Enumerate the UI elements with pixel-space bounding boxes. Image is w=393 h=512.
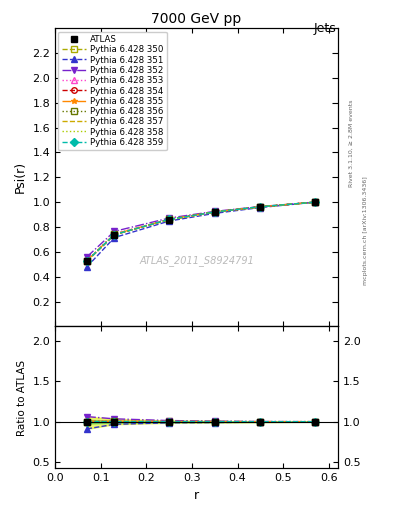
Line: Pythia 6.428 354: Pythia 6.428 354 [84,199,318,264]
Pythia 6.428 352 [167,215,171,221]
Pythia 6.428 351 [84,264,89,270]
Pythia 6.428 350 [212,209,217,215]
Pythia 6.428 353 [167,216,171,222]
Title: 7000 GeV pp: 7000 GeV pp [151,12,242,26]
Pythia 6.428 352 [212,208,217,215]
Legend: ATLAS, Pythia 6.428 350, Pythia 6.428 351, Pythia 6.428 352, Pythia 6.428 353, P: ATLAS, Pythia 6.428 350, Pythia 6.428 35… [59,32,167,151]
Pythia 6.428 353 [258,204,263,210]
Pythia 6.428 358 [258,204,263,210]
Line: Pythia 6.428 352: Pythia 6.428 352 [84,199,318,260]
Text: Jets: Jets [313,22,336,34]
Line: Pythia 6.428 359: Pythia 6.428 359 [84,199,318,264]
Text: ATLAS_2011_S8924791: ATLAS_2011_S8924791 [139,255,254,266]
Pythia 6.428 356 [313,199,318,205]
Line: Pythia 6.428 357: Pythia 6.428 357 [87,202,315,261]
Pythia 6.428 354 [167,217,171,223]
Pythia 6.428 359 [258,204,263,210]
Pythia 6.428 352 [112,228,117,234]
Pythia 6.428 357 [84,258,89,264]
Line: Pythia 6.428 351: Pythia 6.428 351 [84,199,318,269]
Pythia 6.428 356 [112,231,117,238]
Pythia 6.428 358 [167,217,171,223]
Pythia 6.428 350 [313,199,318,205]
Pythia 6.428 359 [313,199,318,205]
Pythia 6.428 353 [112,231,117,237]
Pythia 6.428 350 [167,216,171,222]
Pythia 6.428 351 [313,199,318,205]
Pythia 6.428 356 [167,217,171,223]
Pythia 6.428 357 [313,199,318,205]
Pythia 6.428 354 [84,258,89,264]
Pythia 6.428 351 [258,204,263,210]
Line: Pythia 6.428 358: Pythia 6.428 358 [87,202,315,261]
Pythia 6.428 355 [258,204,263,210]
Pythia 6.428 357 [112,231,117,238]
Pythia 6.428 358 [112,231,117,238]
Pythia 6.428 352 [313,199,318,205]
Pythia 6.428 355 [84,258,89,264]
Pythia 6.428 352 [258,203,263,209]
Pythia 6.428 355 [112,231,117,237]
Pythia 6.428 355 [167,216,171,222]
Y-axis label: Psi(r): Psi(r) [14,161,27,194]
Pythia 6.428 351 [212,210,217,217]
Text: mcplots.cern.ch [arXiv:1306.3436]: mcplots.cern.ch [arXiv:1306.3436] [363,176,368,285]
Pythia 6.428 357 [212,209,217,216]
Pythia 6.428 353 [313,199,318,205]
Pythia 6.428 359 [167,217,171,223]
Pythia 6.428 357 [167,217,171,223]
X-axis label: r: r [194,489,199,502]
Pythia 6.428 356 [258,204,263,210]
Pythia 6.428 350 [258,204,263,210]
Pythia 6.428 354 [212,209,217,215]
Pythia 6.428 350 [84,258,89,264]
Line: Pythia 6.428 355: Pythia 6.428 355 [84,199,318,263]
Pythia 6.428 359 [112,231,117,238]
Pythia 6.428 354 [258,204,263,210]
Pythia 6.428 354 [112,231,117,238]
Pythia 6.428 354 [313,199,318,205]
Pythia 6.428 356 [84,258,89,264]
Pythia 6.428 355 [313,199,318,205]
Pythia 6.428 358 [313,199,318,205]
Line: Pythia 6.428 353: Pythia 6.428 353 [84,199,318,263]
Pythia 6.428 359 [212,209,217,215]
Pythia 6.428 359 [84,258,89,264]
Pythia 6.428 353 [84,258,89,264]
Pythia 6.428 355 [212,209,217,215]
Pythia 6.428 357 [258,204,263,210]
Pythia 6.428 353 [212,209,217,215]
Line: Pythia 6.428 356: Pythia 6.428 356 [84,199,318,264]
Pythia 6.428 352 [84,254,89,260]
Line: Pythia 6.428 350: Pythia 6.428 350 [84,199,318,264]
Pythia 6.428 358 [212,209,217,215]
Pythia 6.428 351 [112,234,117,241]
Text: Rivet 3.1.10, ≥ 2.8M events: Rivet 3.1.10, ≥ 2.8M events [349,100,353,187]
Pythia 6.428 356 [212,209,217,215]
Pythia 6.428 351 [167,218,171,224]
Pythia 6.428 350 [112,231,117,238]
Pythia 6.428 358 [84,258,89,264]
Y-axis label: Ratio to ATLAS: Ratio to ATLAS [17,359,27,436]
